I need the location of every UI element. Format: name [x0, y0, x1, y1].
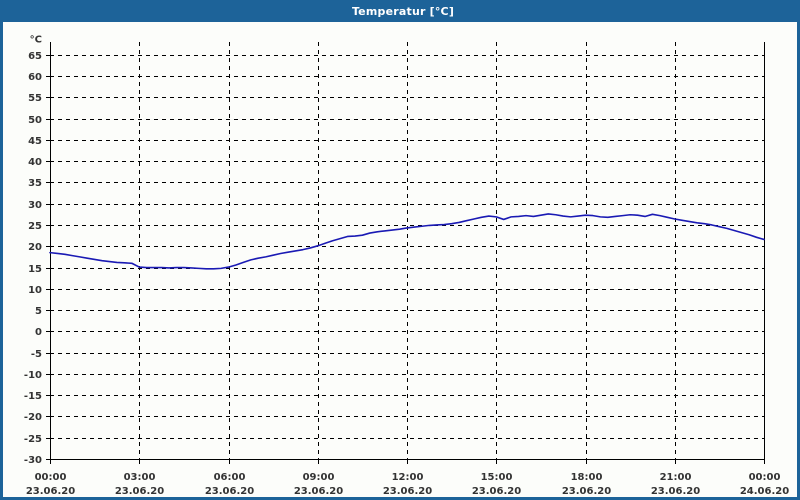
y-axis-label: 45: [28, 136, 42, 147]
x-axis-date-label: 23.06.20: [294, 486, 343, 497]
x-axis-date-label: 23.06.20: [26, 486, 75, 497]
y-axis-label: -15: [24, 391, 42, 402]
x-axis-date-label: 23.06.20: [115, 486, 164, 497]
y-axis-label: 0: [35, 327, 42, 338]
window-title-bar: Temperatur [°C]: [3, 0, 797, 22]
y-axis-tick-labels: 65605550454035302520151050-5-10-15-20-25…: [24, 51, 42, 466]
x-axis-time-label: 00:00: [35, 472, 67, 483]
x-axis-date-label: 23.06.20: [651, 486, 700, 497]
temperature-line: [49, 213, 765, 270]
y-axis-label: -25: [24, 434, 42, 445]
x-axis-date-label: 23.06.20: [383, 486, 432, 497]
x-axis-time-label: 09:00: [303, 472, 335, 483]
y-axis-label: -10: [24, 370, 42, 381]
y-axis-label: 25: [28, 221, 42, 232]
x-axis-time-label: 06:00: [214, 472, 246, 483]
vertical-gridlines: [139, 42, 676, 459]
x-axis-time-label: 18:00: [571, 472, 603, 483]
y-axis-label: 20: [28, 242, 42, 253]
y-axis-label: 55: [28, 93, 42, 104]
y-axis-label: 50: [28, 115, 42, 126]
y-axis-label: -5: [31, 349, 42, 360]
x-axis-date-label: 23.06.20: [472, 486, 521, 497]
window-title: Temperatur [°C]: [351, 4, 455, 18]
x-axis-date-label: 24.06.20: [740, 486, 789, 497]
x-axis-time-label: 21:00: [660, 472, 692, 483]
x-axis-time-label: 03:00: [124, 472, 156, 483]
chart-canvas: 65 60 55 50 45 40 35 30 25 20 15 10 5 0 -5 -10 -15 -20 -25…: [3, 22, 797, 498]
y-axis-label: 30: [28, 200, 42, 211]
y-axis-label: 35: [28, 178, 42, 189]
y-axis-label: 5: [35, 306, 42, 317]
y-axis-label: 60: [28, 72, 42, 83]
y-axis-label: 65: [28, 51, 42, 62]
x-axis-time-label: 00:00: [749, 472, 781, 483]
temperature-line-chart: 65605550454035302520151050-5-10-15-20-25…: [24, 35, 789, 498]
horizontal-gridlines: [50, 55, 764, 439]
x-axis-time-label: 15:00: [481, 472, 513, 483]
x-axis-tick-labels: 00:00 23.06.20 03:00 23.06.20 06:00 23.06.20 0…: [26, 472, 789, 497]
y-axis-unit-label: °C: [30, 35, 42, 46]
y-axis-unit: °C: [30, 35, 42, 46]
axis-tick-marks: [46, 55, 765, 464]
y-axis-label: -20: [24, 412, 42, 423]
x-axis-date-label: 23.06.20: [562, 486, 611, 497]
y-axis-label: -30: [24, 455, 42, 466]
temperature-series: [49, 213, 765, 270]
y-axis-label: 10: [28, 285, 42, 296]
y-axis-label: 40: [28, 157, 42, 168]
y-axis-label: 15: [28, 264, 42, 275]
x-axis-date-label: 23.06.20: [205, 486, 254, 497]
x-axis-time-label: 12:00: [392, 472, 424, 483]
